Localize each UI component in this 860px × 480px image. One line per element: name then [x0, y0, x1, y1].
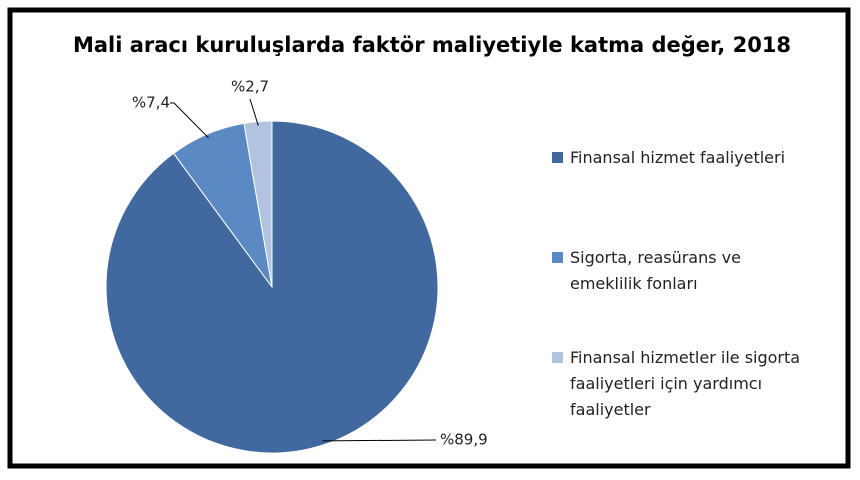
leader-line — [170, 102, 209, 139]
legend-item: Finansal hizmetler ile sigorta faaliyetl… — [552, 345, 810, 423]
legend-swatch — [552, 252, 563, 263]
leader-line — [322, 439, 437, 442]
legend-label: Finansal hizmetler ile sigorta faaliyetl… — [570, 348, 801, 419]
data-label: %7,4 — [132, 94, 170, 112]
legend-item: Sigorta, reasürans ve emeklilik fonları — [552, 245, 810, 297]
legend-label: Sigorta, reasürans ve emeklilik fonları — [570, 248, 741, 293]
data-label: %89,9 — [440, 431, 488, 449]
legend-item: Finansal hizmet faaliyetleri — [552, 145, 810, 171]
legend-swatch — [552, 152, 563, 163]
legend-label: Finansal hizmet faaliyetleri — [570, 148, 786, 167]
chart-title: Mali aracı kuruluşlarda faktör maliyetiy… — [73, 33, 791, 57]
leader-line — [249, 98, 259, 126]
pie-slice — [243, 120, 273, 288]
legend-swatch — [552, 352, 563, 363]
data-label: %2,7 — [231, 78, 269, 96]
